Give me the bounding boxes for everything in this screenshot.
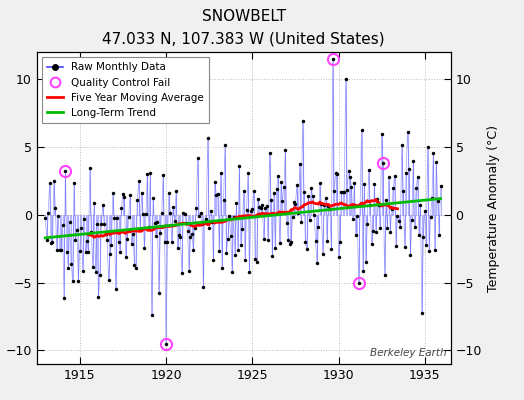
Text: Berkeley Earth: Berkeley Earth	[370, 348, 446, 358]
Title: SNOWBELT
47.033 N, 107.383 W (United States): SNOWBELT 47.033 N, 107.383 W (United Sta…	[102, 10, 385, 47]
Legend: Raw Monthly Data, Quality Control Fail, Five Year Moving Average, Long-Term Tren: Raw Monthly Data, Quality Control Fail, …	[42, 57, 209, 123]
Y-axis label: Temperature Anomaly (°C): Temperature Anomaly (°C)	[487, 124, 500, 292]
